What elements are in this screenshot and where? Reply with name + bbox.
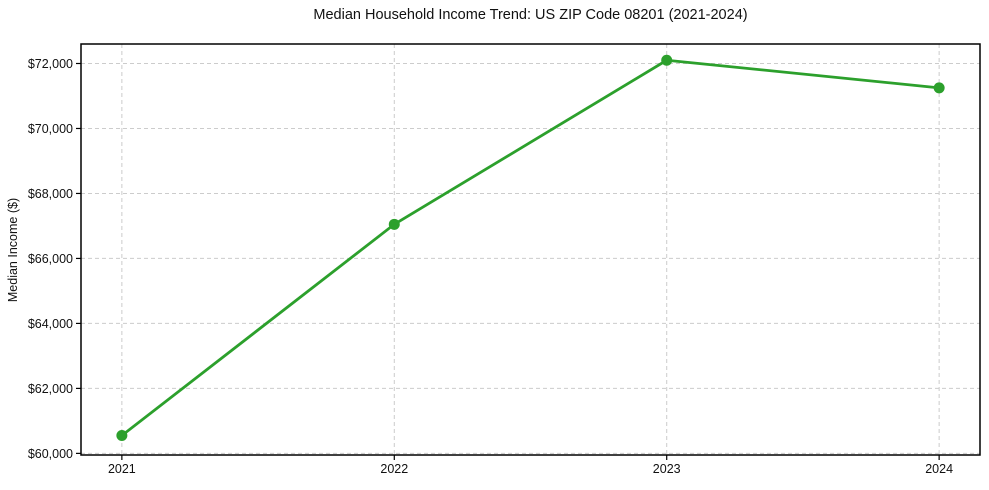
data-point-2023	[661, 54, 673, 66]
x-tick-label: 2024	[925, 462, 953, 476]
y-tick-label: $68,000	[28, 187, 73, 201]
y-tick-label: $70,000	[28, 122, 73, 136]
trend-line	[120, 58, 941, 437]
y-tick-label: $64,000	[28, 317, 73, 331]
x-tick-label: 2022	[380, 462, 408, 476]
x-tick-label: 2023	[653, 462, 681, 476]
y-tick-label: $66,000	[28, 252, 73, 266]
y-tick-label: $62,000	[28, 382, 73, 396]
y-tick-label: $60,000	[28, 447, 73, 461]
chart-title: Median Household Income Trend: US ZIP Co…	[313, 7, 748, 23]
data-point-2024	[933, 82, 945, 94]
plot-border	[80, 43, 981, 456]
data-point-2021	[116, 430, 128, 442]
y-tick-label: $72,000	[28, 57, 73, 71]
data-point-2022	[388, 218, 400, 230]
x-tick-label: 2021	[108, 462, 136, 476]
y-axis-label: Median Income ($)	[6, 197, 20, 303]
